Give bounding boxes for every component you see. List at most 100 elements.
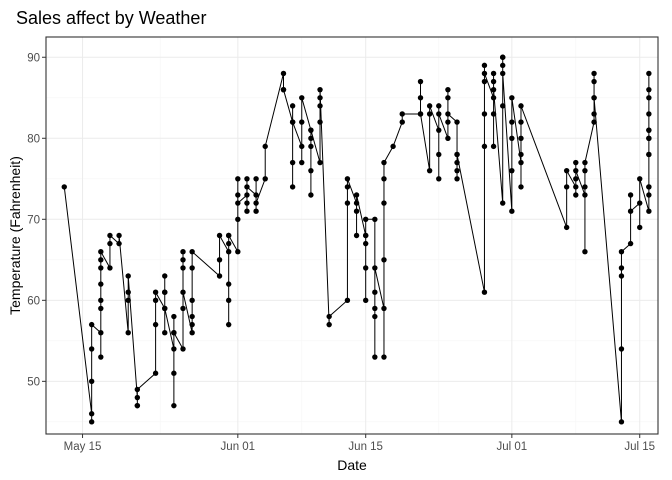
data-point [646, 86, 652, 93]
data-point [363, 216, 369, 222]
data-point [88, 419, 95, 425]
data-point [235, 176, 241, 182]
data-point [308, 127, 314, 133]
data-point [490, 86, 497, 93]
data-point [454, 151, 460, 158]
data-point [61, 184, 67, 190]
data-point [417, 95, 424, 101]
data-point [308, 192, 314, 198]
data-point [253, 208, 259, 214]
data-point [116, 232, 122, 239]
data-point [618, 249, 625, 255]
data-point [98, 297, 104, 304]
data-point [481, 143, 488, 150]
data-point [582, 192, 588, 198]
data-point [171, 370, 177, 376]
data-point [454, 167, 460, 174]
data-point [180, 289, 186, 295]
data-point [573, 184, 579, 190]
data-point [481, 78, 488, 85]
data-point [481, 111, 488, 117]
grid [46, 37, 658, 434]
data-point [180, 346, 186, 352]
data-point [353, 208, 360, 214]
data-point [189, 249, 195, 255]
data-point [591, 70, 597, 77]
y-axis-title: Temperature (Fahrenheit) [7, 156, 23, 315]
data-point [637, 176, 643, 182]
data-point [353, 232, 360, 239]
data-point [618, 273, 625, 279]
data-point [244, 184, 250, 190]
y-axis: 50 60 70 80 90 [27, 52, 46, 388]
data-point [509, 167, 515, 174]
data-point [381, 200, 387, 206]
data-point [134, 402, 141, 409]
x-axis-title: Date [337, 457, 367, 473]
data-point [262, 176, 268, 182]
data-point [445, 119, 451, 125]
x-tick-label: May 15 [64, 441, 102, 453]
data-point [225, 321, 232, 328]
data-point [436, 103, 442, 109]
data-point [573, 167, 579, 174]
x-tick-label: Jul 01 [497, 441, 528, 453]
data-point [235, 192, 241, 198]
data-point [509, 208, 515, 214]
data-point [381, 176, 387, 182]
data-point [646, 184, 652, 190]
data-point [262, 143, 268, 150]
data-point [454, 176, 460, 182]
data-point [171, 313, 177, 320]
data-point [445, 86, 451, 93]
data-point [98, 305, 104, 312]
data-point [426, 111, 433, 117]
data-point [417, 111, 424, 117]
data-point [618, 265, 625, 271]
data-point [509, 135, 515, 141]
data-point [500, 70, 506, 77]
data-point [618, 419, 625, 425]
data-point [235, 249, 241, 255]
data-point [162, 305, 168, 312]
data-point [518, 151, 524, 158]
data-point [180, 249, 186, 255]
data-point [289, 159, 296, 166]
data-point [344, 200, 351, 206]
data-point [125, 330, 131, 336]
data-point [637, 200, 643, 206]
data-point [280, 70, 287, 77]
data-point [299, 159, 305, 166]
data-point [591, 78, 597, 85]
data-point [481, 70, 488, 77]
data-point [152, 321, 159, 328]
chart-title: Sales affect by Weather [16, 8, 206, 28]
data-point [107, 265, 113, 271]
data-point [308, 135, 314, 141]
series-line [63, 57, 650, 422]
data-point [317, 119, 323, 125]
data-point [445, 135, 451, 141]
data-point [98, 265, 104, 271]
data-point [509, 95, 515, 101]
data-point [180, 305, 186, 312]
data-point [98, 354, 104, 360]
data-point [344, 297, 351, 304]
data-point [591, 95, 597, 101]
data-point [344, 176, 351, 182]
data-point [244, 208, 250, 214]
data-point [490, 111, 497, 117]
panel-border [45, 36, 659, 435]
data-point [98, 249, 104, 255]
data-point [500, 103, 506, 109]
data-point [125, 273, 131, 279]
data-point [235, 200, 241, 206]
data-point [152, 370, 159, 376]
data-point [591, 119, 597, 125]
data-point [627, 208, 634, 214]
data-point [216, 273, 223, 279]
data-point [390, 143, 396, 150]
data-point [189, 297, 195, 304]
data-point [582, 184, 588, 190]
data-point [372, 313, 378, 320]
